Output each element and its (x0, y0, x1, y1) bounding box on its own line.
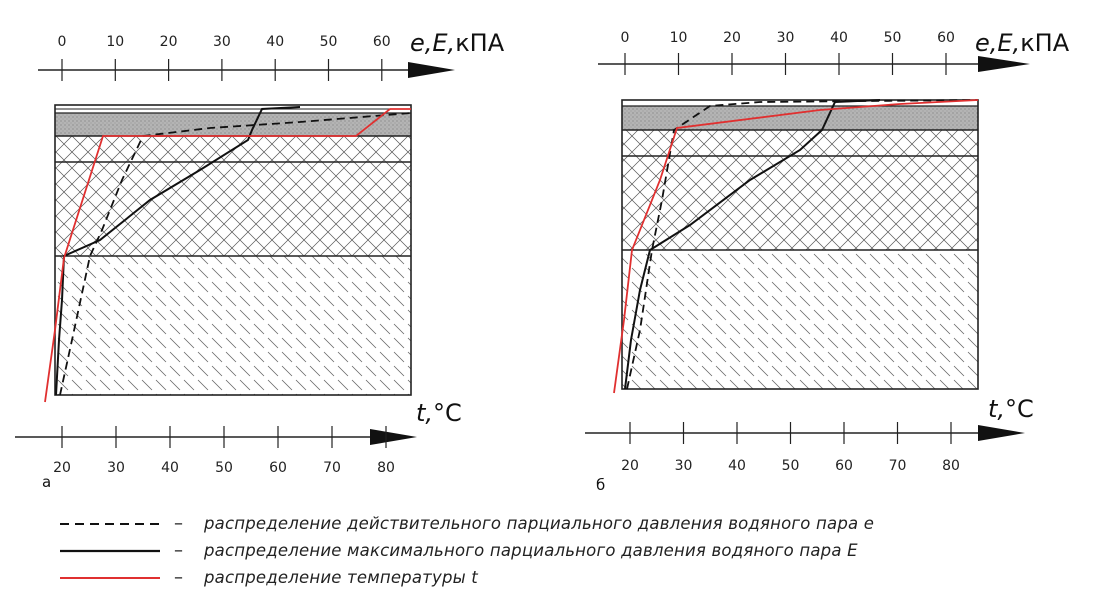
legend-label-e: распределение действительного парциально… (204, 514, 875, 533)
axis-arrow-icon (978, 425, 1025, 441)
panel-a-bottom-axis-tick-label: 70 (323, 460, 341, 476)
panel-b-top-axis-tick-label: 40 (830, 30, 848, 46)
panel-a-top-axis-label-main: e,E, (410, 29, 455, 57)
panel-a-top-axis-tick-label: 30 (213, 34, 231, 50)
legend-swatch-dashed (60, 519, 160, 529)
panel-b-bottom-axis-label-unit: °C (1005, 395, 1034, 423)
legend-item-t: – распределение температуры t (60, 564, 1060, 591)
panel-b-bottom-axis-label-main: t, (988, 395, 1005, 423)
panel-b-wall-section (621, 99, 979, 390)
panel-b-bottom-axis-tick-label: 50 (782, 458, 800, 474)
panel-b-bottom-axis-tick-label: 20 (621, 458, 639, 474)
panel-a-top-axis-tick-label: 0 (58, 34, 67, 50)
panel-a-top-axis-tick-label: 20 (160, 34, 178, 50)
legend-label-E: распределение максимального парциального… (204, 541, 858, 560)
panel-a: 0 10 20 30 40 50 60 e,E,кПА 20 30 40 50 60 70 80 t,°… (15, 29, 505, 491)
legend-item-E: – распределение максимального парциально… (60, 537, 1060, 564)
panel-a-top-axis-tick-label: 10 (106, 34, 124, 50)
legend-dash: – (174, 567, 183, 588)
legend-item-e: – распределение действительного парциаль… (60, 510, 1060, 537)
panel-b-layer-plaster (622, 106, 978, 130)
panel-a-top-axis: 0 10 20 30 40 50 60 e,E,кПА (38, 29, 505, 81)
axis-arrow-icon (978, 56, 1030, 72)
panel-a-bottom-axis-label-main: t, (416, 399, 433, 427)
panel-b-bottom-axis-tick-label: 80 (942, 458, 960, 474)
panel-a-top-axis-tick-label: 60 (373, 34, 391, 50)
panel-a-curve-E (55, 106, 301, 396)
panel-b-curve-e (626, 99, 979, 390)
panel-a-curve-e (59, 112, 412, 396)
legend-swatch-solid-red (60, 573, 160, 583)
panel-b-bottom-axis-tick-label: 70 (889, 458, 907, 474)
panel-b-bottom-axis-tick-label: 40 (728, 458, 746, 474)
panel-b-bottom-axis-tick-label: 30 (675, 458, 693, 474)
panel-b-curve-t (613, 99, 979, 394)
panel-a-bottom-axis-tick-label: 30 (107, 460, 125, 476)
legend: – распределение действительного парциаль… (60, 510, 1060, 591)
panel-b-layer-masonry (622, 250, 978, 389)
panel-a-top-axis-tick-label: 50 (320, 34, 338, 50)
panel-a-letter: а (42, 473, 51, 491)
panel-b-bottom-axis: 20 30 40 50 60 70 80 t,°C (585, 395, 1034, 474)
panel-b-top-axis-tick-label: 20 (723, 30, 741, 46)
panel-b-top-axis: 0 10 20 30 40 50 60 e,E,кПА (598, 29, 1070, 75)
axis-arrow-icon (408, 62, 455, 78)
legend-swatch-solid-black (60, 546, 160, 556)
panel-b-top-axis-tick-label: 60 (937, 30, 955, 46)
panel-a-bottom-axis-label: t,°C (416, 399, 462, 427)
panel-b-top-axis-label-unit: кПА (1020, 29, 1070, 57)
panel-b-top-axis-tick-label: 30 (777, 30, 795, 46)
panel-b-letter: б (596, 476, 605, 494)
panel-a-bottom-axis-tick-label: 50 (215, 460, 233, 476)
legend-dash: – (174, 540, 183, 561)
panel-a-top-axis-label: e,E,кПА (410, 29, 505, 57)
panel-a-bottom-axis-tick-label: 40 (161, 460, 179, 476)
panel-a-bottom-axis: 20 30 40 50 60 70 80 t,°C (15, 399, 462, 476)
panel-b-bottom-axis-tick-label: 60 (835, 458, 853, 474)
panel-b-curve-E (624, 99, 881, 390)
panel-a-layer-plaster (55, 113, 411, 136)
panel-a-bottom-axis-tick-label: 20 (53, 460, 71, 476)
panel-a-layer-masonry (55, 256, 411, 395)
panel-a-curve-t (44, 108, 411, 403)
panel-b-top-axis-tick-label: 0 (621, 30, 630, 46)
panel-b-bottom-axis-label: t,°C (988, 395, 1034, 423)
legend-label-t: распределение температуры t (204, 568, 478, 587)
panel-a-top-axis-tick-label: 40 (266, 34, 284, 50)
panel-a-bottom-axis-label-unit: °C (433, 399, 462, 427)
panel-a-layer-insulation (55, 162, 411, 256)
panel-b-top-axis-label: e,E,кПА (975, 29, 1070, 57)
legend-dash: – (174, 513, 183, 534)
panel-b-layer-insulation (622, 156, 978, 250)
axis-arrow-icon (370, 429, 417, 445)
panel-b-top-axis-label-main: e,E, (975, 29, 1020, 57)
panel-a-top-axis-label-unit: кПА (455, 29, 505, 57)
panel-b-top-axis-tick-label: 10 (670, 30, 688, 46)
panel-b: 0 10 20 30 40 50 60 e,E,кПА 20 30 40 50 60 70 80 t,°… (585, 29, 1070, 494)
panel-a-bottom-axis-tick-label: 60 (269, 460, 287, 476)
panel-b-layer-thin (622, 130, 978, 156)
panel-a-bottom-axis-tick-label: 80 (377, 460, 395, 476)
panel-b-top-axis-tick-label: 50 (884, 30, 902, 46)
